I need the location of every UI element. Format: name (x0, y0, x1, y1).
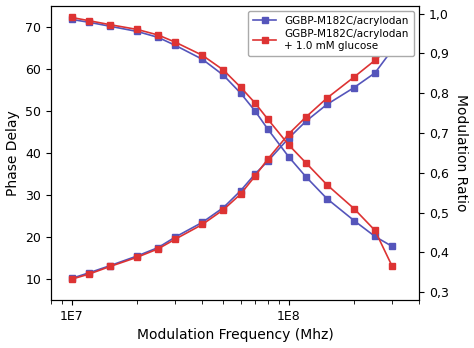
GGBP-M182C/acrylodan
+ 1.0 mM glucose (324, 96, 330, 100)
GGBP-M182C/acrylodan
+ 1.0 mM glucose (134, 255, 140, 259)
GGBP-M182C/acrylodan (86, 271, 92, 275)
Y-axis label: Modulation Ratio: Modulation Ratio (455, 94, 468, 212)
GGBP-M182C/acrylodan (238, 189, 244, 193)
GGBP-M182C/acrylodan (107, 263, 113, 268)
GGBP-M182C/acrylodan (286, 136, 292, 140)
GGBP-M182C/acrylodan
+ 1.0 mM glucose (107, 264, 113, 269)
GGBP-M182C/acrylodan (252, 172, 258, 176)
GGBP-M182C/acrylodan
+ 1.0 mM glucose (252, 174, 258, 178)
GGBP-M182C/acrylodan (220, 205, 226, 209)
GGBP-M182C/acrylodan
+ 1.0 mM glucose (69, 277, 75, 281)
GGBP-M182C/acrylodan (389, 48, 395, 52)
GGBP-M182C/acrylodan
+ 1.0 mM glucose (351, 75, 357, 79)
GGBP-M182C/acrylodan
+ 1.0 mM glucose (173, 237, 178, 241)
Legend: GGBP-M182C/acrylodan, GGBP-M182C/acrylodan
+ 1.0 mM glucose: GGBP-M182C/acrylodan, GGBP-M182C/acrylod… (248, 11, 414, 56)
GGBP-M182C/acrylodan (200, 220, 205, 224)
GGBP-M182C/acrylodan
+ 1.0 mM glucose (265, 157, 271, 161)
GGBP-M182C/acrylodan
+ 1.0 mM glucose (303, 115, 309, 119)
GGBP-M182C/acrylodan
+ 1.0 mM glucose (389, 44, 395, 48)
Line: GGBP-M182C/acrylodan
+ 1.0 mM glucose: GGBP-M182C/acrylodan + 1.0 mM glucose (69, 42, 395, 282)
GGBP-M182C/acrylodan (303, 119, 309, 124)
GGBP-M182C/acrylodan (173, 235, 178, 239)
X-axis label: Modulation Frequency (Mhz): Modulation Frequency (Mhz) (137, 329, 333, 342)
GGBP-M182C/acrylodan (69, 276, 75, 280)
GGBP-M182C/acrylodan (372, 71, 378, 75)
GGBP-M182C/acrylodan (351, 86, 357, 90)
GGBP-M182C/acrylodan (324, 102, 330, 106)
GGBP-M182C/acrylodan
+ 1.0 mM glucose (200, 222, 205, 227)
Line: GGBP-M182C/acrylodan: GGBP-M182C/acrylodan (69, 47, 395, 282)
GGBP-M182C/acrylodan
+ 1.0 mM glucose (238, 192, 244, 196)
GGBP-M182C/acrylodan (265, 159, 271, 163)
GGBP-M182C/acrylodan
+ 1.0 mM glucose (372, 58, 378, 62)
GGBP-M182C/acrylodan
+ 1.0 mM glucose (155, 247, 161, 251)
GGBP-M182C/acrylodan
+ 1.0 mM glucose (220, 208, 226, 212)
GGBP-M182C/acrylodan (134, 254, 140, 258)
Y-axis label: Phase Delay: Phase Delay (6, 110, 19, 196)
GGBP-M182C/acrylodan (155, 245, 161, 250)
GGBP-M182C/acrylodan
+ 1.0 mM glucose (286, 132, 292, 136)
GGBP-M182C/acrylodan
+ 1.0 mM glucose (86, 272, 92, 276)
